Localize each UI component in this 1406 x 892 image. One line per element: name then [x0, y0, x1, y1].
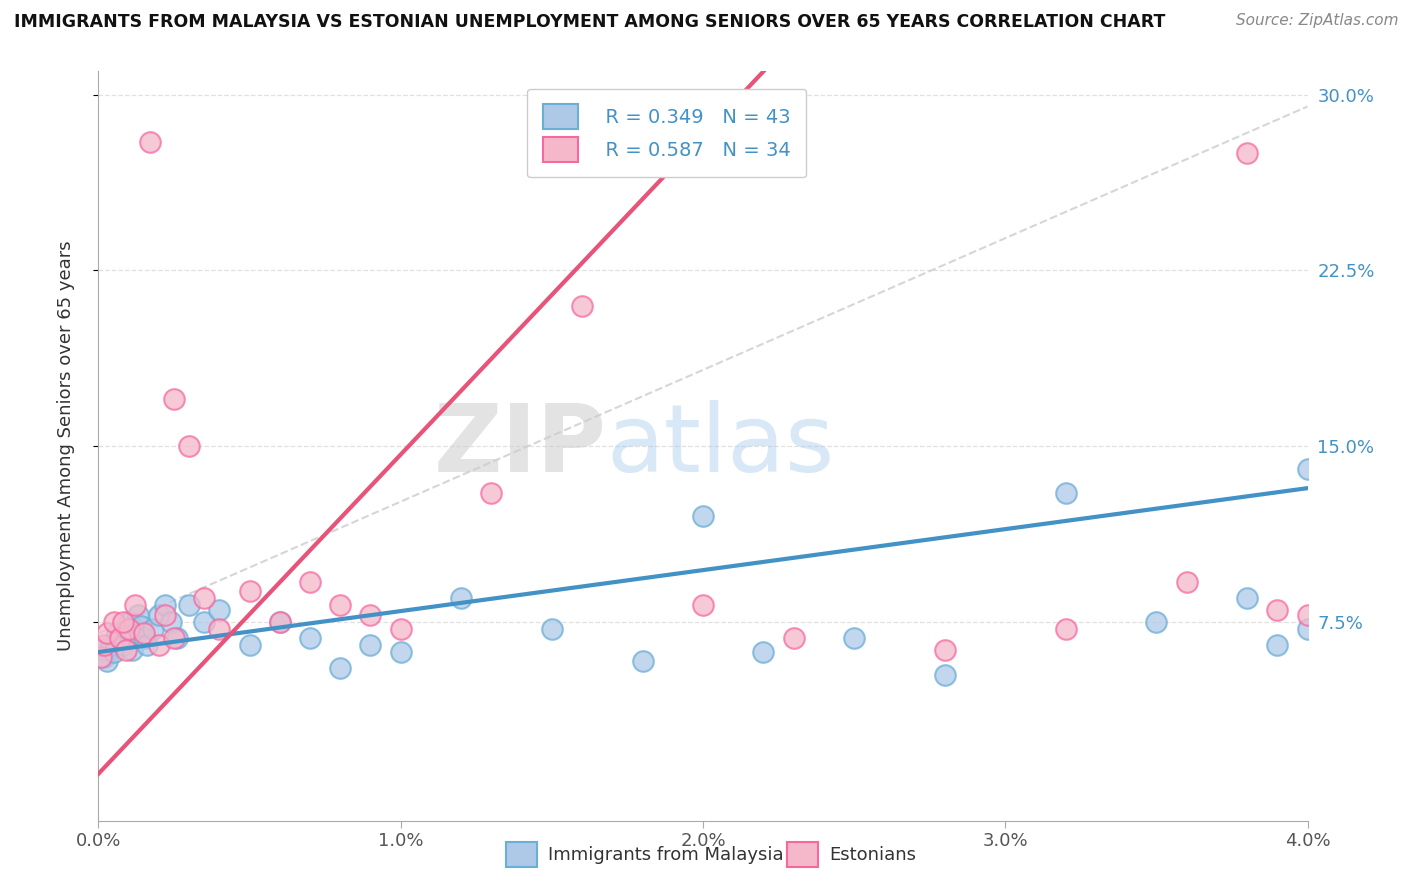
Point: [103, 615, 125, 629]
Point: [129, 619, 152, 633]
Point: [114, 622, 136, 636]
Point: [208, 603, 231, 617]
Point: [111, 615, 134, 629]
Point: [329, 661, 352, 675]
Point: [1054, 485, 1077, 500]
Point: [450, 591, 472, 606]
Point: [153, 598, 176, 612]
Point: [163, 392, 186, 407]
Text: Immigrants from Malaysia: Immigrants from Malaysia: [548, 846, 785, 863]
Point: [389, 645, 412, 659]
Point: [132, 631, 155, 645]
Point: [934, 642, 956, 657]
Point: [1267, 603, 1289, 617]
Point: [139, 135, 162, 149]
Point: [142, 622, 165, 636]
Point: [90, 649, 112, 664]
Point: [239, 584, 262, 599]
Point: [132, 626, 155, 640]
Point: [100, 638, 122, 652]
Point: [1146, 615, 1168, 629]
Point: [93, 638, 115, 652]
Point: [108, 631, 131, 645]
Point: [103, 645, 125, 659]
Point: [783, 631, 806, 645]
Point: [934, 668, 956, 682]
Point: [208, 622, 231, 636]
Point: [105, 626, 128, 640]
FancyBboxPatch shape: [787, 842, 818, 867]
Text: Source: ZipAtlas.com: Source: ZipAtlas.com: [1236, 13, 1399, 29]
Point: [163, 631, 186, 645]
Point: [193, 615, 215, 629]
Point: [299, 631, 322, 645]
Text: atlas: atlas: [606, 400, 835, 492]
Point: [360, 607, 382, 622]
Point: [1296, 622, 1319, 636]
Point: [148, 607, 170, 622]
Point: [1267, 638, 1289, 652]
Point: [360, 638, 382, 652]
Point: [93, 649, 115, 664]
Point: [389, 622, 412, 636]
Point: [135, 638, 157, 652]
Point: [329, 598, 352, 612]
Point: [752, 645, 775, 659]
Point: [179, 439, 201, 453]
Point: [193, 591, 215, 606]
Point: [96, 626, 118, 640]
FancyBboxPatch shape: [506, 842, 537, 867]
Point: [1236, 146, 1258, 161]
Point: [631, 655, 654, 669]
Point: [1175, 574, 1198, 589]
Point: [108, 631, 131, 645]
Y-axis label: Unemployment Among Seniors over 65 years: Unemployment Among Seniors over 65 years: [56, 241, 75, 651]
Point: [96, 655, 118, 669]
Point: [127, 607, 149, 622]
Point: [124, 598, 146, 612]
Point: [540, 622, 562, 636]
Point: [239, 638, 262, 652]
Point: [1296, 462, 1319, 476]
Point: [481, 485, 503, 500]
Point: [90, 642, 112, 657]
Point: [114, 642, 136, 657]
Point: [1054, 622, 1077, 636]
Point: [692, 509, 714, 524]
Point: [1296, 607, 1319, 622]
Point: [160, 615, 183, 629]
Legend:   R = 0.349   N = 43,   R = 0.587   N = 34: R = 0.349 N = 43, R = 0.587 N = 34: [527, 88, 807, 178]
Point: [121, 642, 143, 657]
Point: [299, 574, 322, 589]
Point: [118, 622, 141, 636]
Text: IMMIGRANTS FROM MALAYSIA VS ESTONIAN UNEMPLOYMENT AMONG SENIORS OVER 65 YEARS CO: IMMIGRANTS FROM MALAYSIA VS ESTONIAN UNE…: [14, 13, 1166, 31]
Point: [148, 638, 170, 652]
Point: [153, 607, 176, 622]
Point: [118, 615, 141, 629]
Point: [111, 638, 134, 652]
Point: [571, 298, 593, 313]
Point: [692, 598, 714, 612]
Text: ZIP: ZIP: [433, 400, 606, 492]
Point: [844, 631, 866, 645]
Point: [269, 615, 291, 629]
Point: [179, 598, 201, 612]
Point: [166, 631, 188, 645]
Point: [269, 615, 291, 629]
Text: Estonians: Estonians: [830, 846, 917, 863]
Point: [1236, 591, 1258, 606]
Point: [124, 626, 146, 640]
